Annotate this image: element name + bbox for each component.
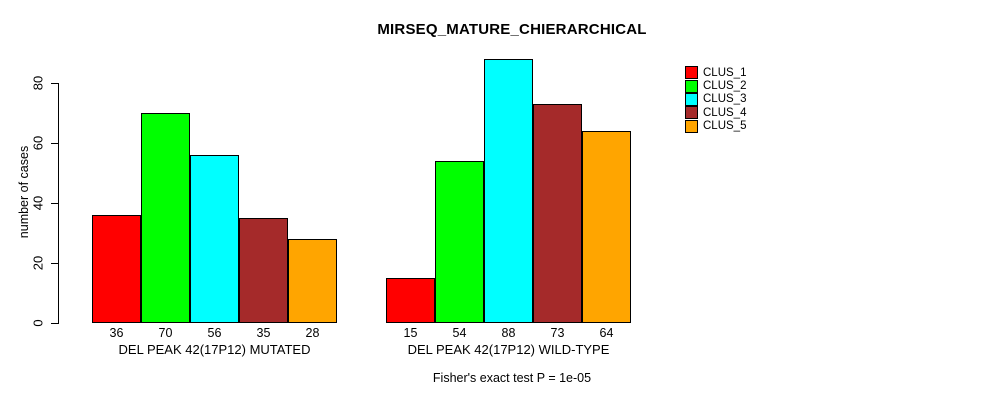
legend-color-swatch-icon — [685, 92, 698, 106]
legend-color-swatch-icon — [685, 66, 698, 80]
legend-item-clus_4: CLUS_4 — [685, 106, 747, 120]
y-axis-tick — [51, 203, 58, 204]
y-axis-line — [58, 83, 59, 324]
y-tick-label: 40 — [30, 195, 46, 211]
legend-color-swatch-icon — [685, 106, 698, 120]
y-axis-tick — [51, 263, 58, 264]
bar-clus_5-group1 — [288, 239, 337, 323]
bar-value-label: 54 — [452, 326, 467, 340]
bar-value-label: 56 — [207, 326, 222, 340]
y-tick-label: 20 — [30, 255, 46, 271]
y-axis-tick — [51, 143, 58, 144]
bar-value-label: 35 — [256, 326, 271, 340]
legend: CLUS_1 CLUS_2 CLUS_3 CLUS_4 CLUS_5 — [685, 66, 746, 133]
legend-label: CLUS_5 — [703, 120, 747, 133]
x-group-label: DEL PEAK 42(17P12) MUTATED — [118, 342, 311, 357]
legend-label: CLUS_1 — [703, 66, 747, 79]
legend-label: CLUS_4 — [703, 106, 747, 119]
bar-value-label: 64 — [599, 326, 614, 340]
legend-label: CLUS_2 — [703, 80, 747, 93]
bar-clus_3-group1 — [190, 155, 239, 323]
bar-clus_1-group2 — [386, 278, 435, 323]
legend-item-clus_2: CLUS_2 — [685, 79, 747, 93]
legend-label: CLUS_3 — [703, 93, 747, 106]
bar-clus_2-group1 — [141, 113, 190, 323]
bar-value-label: 70 — [158, 326, 173, 340]
bar-clus_4-group1 — [239, 218, 288, 323]
y-axis-tick — [51, 83, 58, 84]
legend-color-swatch-icon — [685, 119, 698, 133]
bar-value-label: 28 — [305, 326, 320, 340]
legend-color-swatch-icon — [685, 79, 698, 93]
chart-title: MIRSEQ_MATURE_CHIERARCHICAL — [377, 21, 647, 38]
bar-clus_3-group2 — [484, 59, 533, 323]
legend-item-clus_1: CLUS_1 — [685, 66, 747, 80]
x-group-label: DEL PEAK 42(17P12) WILD-TYPE — [407, 342, 610, 357]
y-tick-label: 0 — [30, 319, 46, 327]
bar-clus_5-group2 — [582, 131, 631, 323]
bar-clus_1-group1 — [92, 215, 141, 323]
legend-item-clus_5: CLUS_5 — [685, 119, 747, 133]
statistical-test-note: Fisher's exact test P = 1e-05 — [432, 371, 592, 385]
bar-value-label: 36 — [109, 326, 124, 340]
legend-item-clus_3: CLUS_3 — [685, 92, 747, 106]
y-axis-tick — [51, 323, 58, 324]
bar-clus_4-group2 — [533, 104, 582, 323]
y-tick-label: 80 — [30, 75, 46, 91]
bar-clus_2-group2 — [435, 161, 484, 323]
bar-value-label: 73 — [550, 326, 565, 340]
y-tick-label: 60 — [30, 135, 46, 151]
bar-value-label: 88 — [501, 326, 516, 340]
bar-value-label: 15 — [403, 326, 418, 340]
